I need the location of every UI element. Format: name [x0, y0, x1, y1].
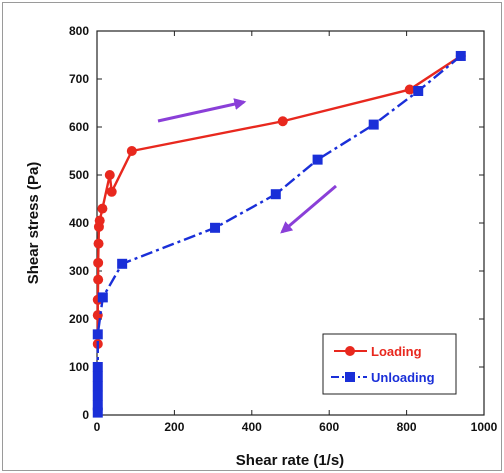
y-tick-label: 0 — [82, 408, 89, 422]
direction-arrow-left-down — [280, 184, 337, 234]
annotations — [157, 98, 337, 234]
legend-box — [322, 333, 457, 395]
data-point-unloading — [413, 86, 424, 96]
data-point-loading — [104, 170, 115, 180]
axis-ticks: 0 200 400 600 800 1000 0 100 200 300 400 500 600 700 8… — [69, 24, 498, 434]
data-point-unloading — [270, 189, 281, 200]
y-tick-label: 400 — [69, 216, 89, 230]
x-tick-label: 0 — [94, 420, 101, 434]
data-point-unloading — [210, 222, 221, 233]
data-point-unloading — [92, 371, 103, 382]
data-point-unloading — [92, 381, 103, 392]
data-point-loading — [93, 238, 104, 249]
data-point-loading — [277, 116, 288, 127]
data-point-unloading — [92, 362, 103, 372]
data-point-unloading — [92, 390, 103, 401]
data-point-unloading — [312, 154, 323, 165]
data-point-loading — [97, 203, 108, 214]
data-point-unloading — [97, 292, 108, 303]
data-point-loading — [93, 257, 104, 268]
legend-label-unloading: Unloading — [371, 370, 435, 385]
y-axis-title: Shear stress (Pa) — [25, 162, 42, 285]
y-tick-label: 500 — [69, 168, 89, 182]
y-tick-label: 600 — [69, 120, 89, 134]
y-tick-label: 800 — [69, 24, 89, 38]
legend: Loading Unloading — [322, 333, 457, 395]
x-axis-title: Shear rate (1/s) — [236, 452, 344, 469]
series-group — [92, 50, 466, 418]
y-tick-label: 700 — [69, 72, 89, 86]
legend-marker-unloading — [345, 372, 355, 382]
data-point-loading — [404, 84, 415, 95]
data-point-unloading — [117, 258, 128, 269]
x-tick-label: 800 — [397, 420, 417, 434]
x-tick-label: 400 — [242, 420, 262, 434]
data-point-loading — [94, 215, 105, 226]
direction-arrow-right-up — [157, 98, 247, 123]
x-tick-label: 600 — [319, 420, 339, 434]
x-tick-label: 200 — [164, 420, 184, 434]
data-point-unloading — [92, 400, 103, 411]
legend-marker-loading — [345, 346, 355, 356]
data-point-unloading — [92, 407, 103, 418]
data-point-loading — [93, 274, 104, 285]
legend-label-loading: Loading — [371, 344, 422, 359]
data-point-loading — [106, 186, 117, 197]
x-tick-label: 1000 — [471, 420, 498, 434]
data-point-unloading — [368, 119, 379, 130]
data-point-loading — [126, 146, 137, 156]
data-point-unloading — [92, 329, 103, 340]
y-tick-label: 200 — [69, 312, 89, 326]
data-point-unloading — [455, 50, 466, 61]
y-tick-label: 300 — [69, 264, 89, 278]
y-tick-label: 100 — [69, 360, 89, 374]
